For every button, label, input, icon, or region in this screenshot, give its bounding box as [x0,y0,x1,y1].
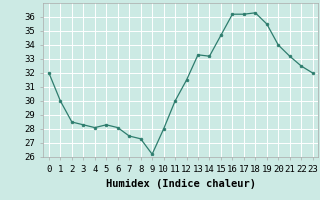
X-axis label: Humidex (Indice chaleur): Humidex (Indice chaleur) [106,179,256,189]
